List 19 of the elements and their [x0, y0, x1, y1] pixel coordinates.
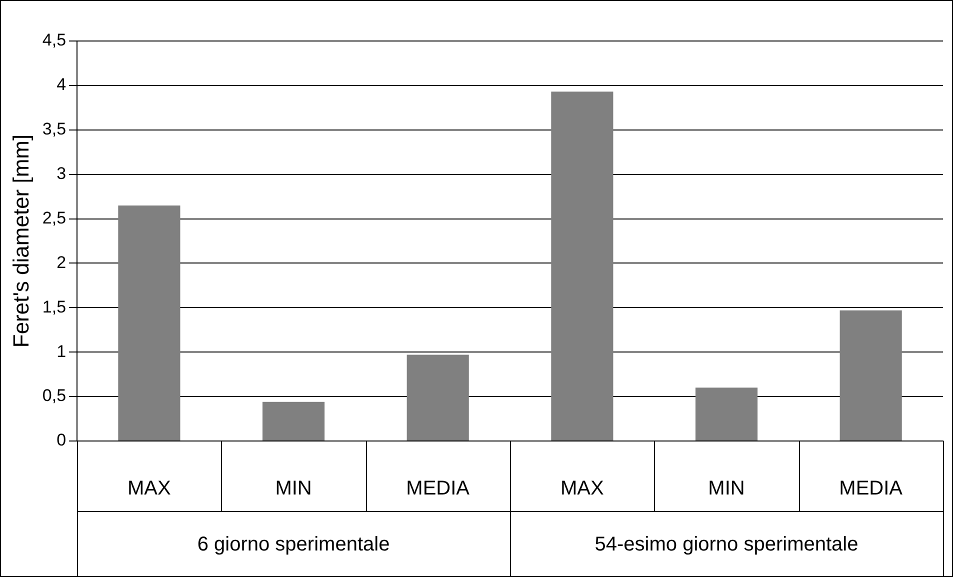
x-tick-label: MAX	[128, 478, 171, 500]
y-tick-label: 1,5	[42, 297, 66, 316]
y-axis-title: Feret's diameter [mm]	[8, 134, 34, 348]
y-tick-label: 1	[56, 342, 66, 361]
y-tick-label: 3,5	[42, 120, 66, 139]
y-tick-label: 3	[56, 164, 66, 184]
y-tick-label: 4	[56, 75, 66, 94]
y-tick-label: 0	[56, 430, 66, 450]
y-tick-label: 0,5	[42, 386, 66, 406]
x-tick-label: MIN	[275, 478, 312, 500]
x-tick-label: MAX	[560, 478, 604, 500]
y-tick-label: 4,5	[42, 30, 66, 50]
text: 6 giorno sperimentale	[197, 534, 390, 556]
y-tick-label: 2	[56, 252, 66, 272]
x-tick-label: MEDIA	[839, 478, 904, 500]
y-tick-label: 2,5	[42, 208, 66, 228]
x-tick-label: MEDIA	[406, 478, 470, 500]
text: 54-esimo giorno sperimentale	[594, 534, 858, 556]
x-tick-label: MIN	[708, 478, 745, 500]
